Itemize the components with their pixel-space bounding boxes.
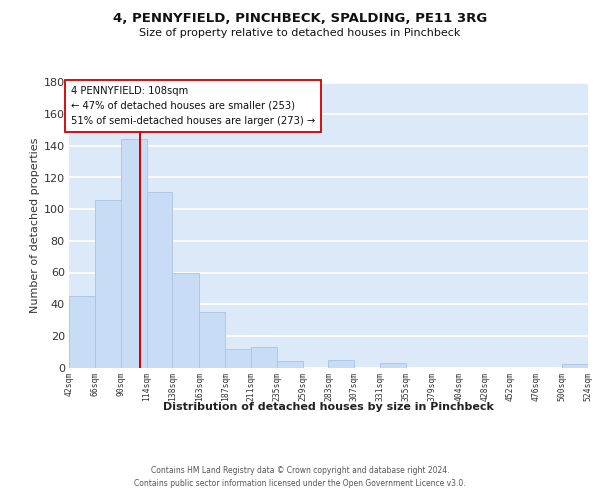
Bar xyxy=(251,347,277,368)
Bar xyxy=(172,272,199,368)
Bar xyxy=(277,361,302,368)
Bar xyxy=(562,364,588,368)
Bar xyxy=(380,363,406,368)
Text: Distribution of detached houses by size in Pinchbeck: Distribution of detached houses by size … xyxy=(163,402,494,412)
Text: 4 PENNYFIELD: 108sqm
← 47% of detached houses are smaller (253)
51% of semi-deta: 4 PENNYFIELD: 108sqm ← 47% of detached h… xyxy=(71,86,316,126)
Text: 4, PENNYFIELD, PINCHBECK, SPALDING, PE11 3RG: 4, PENNYFIELD, PINCHBECK, SPALDING, PE11… xyxy=(113,12,487,26)
Text: Contains HM Land Registry data © Crown copyright and database right 2024.
Contai: Contains HM Land Registry data © Crown c… xyxy=(134,466,466,487)
Bar xyxy=(121,140,146,368)
Y-axis label: Number of detached properties: Number of detached properties xyxy=(29,138,40,312)
Bar xyxy=(146,192,172,368)
Bar xyxy=(225,348,251,368)
Text: Size of property relative to detached houses in Pinchbeck: Size of property relative to detached ho… xyxy=(139,28,461,38)
Bar xyxy=(199,312,225,368)
Bar xyxy=(329,360,355,368)
Bar xyxy=(69,296,95,368)
Bar xyxy=(95,200,121,368)
